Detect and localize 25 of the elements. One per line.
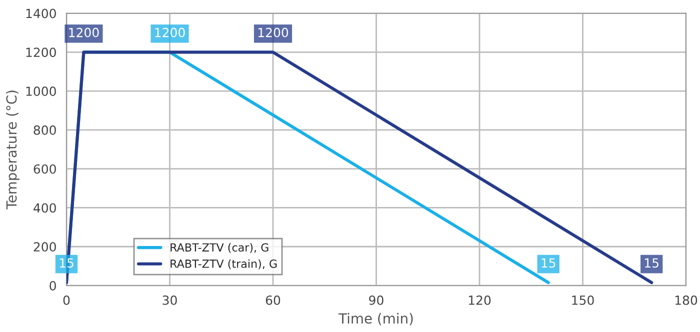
x-tick-label: 0 [63, 295, 70, 305]
legend-label: RABT-ZTV (car), G [170, 243, 268, 253]
y-tick-label: 1000 [26, 86, 56, 96]
legend-label: RABT-ZTV (train), G [170, 259, 277, 270]
x-axis-title: Time (min) [338, 312, 413, 326]
y-tick-label: 200 [34, 242, 56, 252]
x-tick-label: 120 [468, 295, 491, 305]
y-axis-title: Temperature (°C) [6, 90, 20, 210]
y-tick-label: 0 [50, 280, 56, 290]
y-tick-label: 1400 [26, 8, 56, 18]
data-label: 15 [645, 258, 658, 268]
y-tick-label: 800 [34, 125, 56, 135]
x-tick-label: 30 [162, 295, 177, 305]
data-label: 1200 [69, 28, 99, 38]
data-label: 1200 [155, 28, 185, 38]
x-tick-label: 60 [266, 295, 280, 305]
y-tick-label: 600 [34, 164, 56, 174]
data-label: 1200 [258, 28, 288, 38]
x-tick-label: 150 [572, 295, 594, 305]
data-label: 15 [542, 258, 556, 268]
y-tick-label: 400 [34, 203, 56, 213]
x-tick-label: 180 [675, 295, 698, 305]
data-label: 15 [60, 258, 74, 268]
x-tick-label: 90 [369, 295, 384, 305]
y-tick-label: 1200 [26, 48, 56, 58]
